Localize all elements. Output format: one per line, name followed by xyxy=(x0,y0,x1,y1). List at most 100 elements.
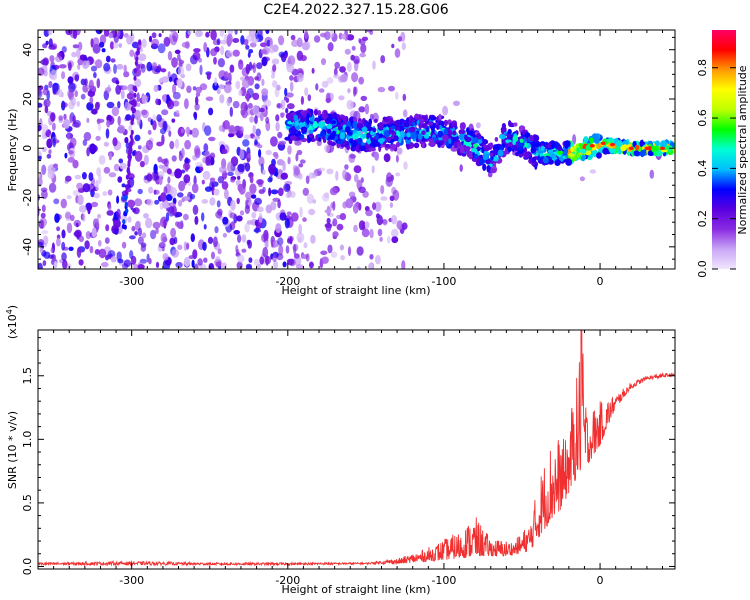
spectrogram-cell xyxy=(443,128,448,136)
spectrogram-cell xyxy=(388,127,392,135)
spectrogram-cell xyxy=(137,188,143,195)
spectrogram-cell xyxy=(232,38,240,43)
spectrogram-cell xyxy=(417,133,423,140)
spectrogram-cell xyxy=(202,241,207,251)
spectrogram-cell xyxy=(206,47,210,58)
spectrogram-cell xyxy=(126,174,130,180)
spectrogram-cell xyxy=(127,162,131,168)
spectrogram-cell xyxy=(293,114,298,122)
spectrogram-cell xyxy=(375,254,381,265)
spectrogram-cell xyxy=(128,124,133,132)
spectrogram-cell xyxy=(330,120,337,124)
spectrogram-cell xyxy=(72,30,78,39)
spectrogram-cell xyxy=(145,139,153,151)
spectrogram-cell xyxy=(570,141,574,147)
spectrogram-cell xyxy=(105,55,111,63)
spectrogram-cell xyxy=(537,155,541,162)
spectrogram-cell xyxy=(161,76,170,83)
spectrogram-cell xyxy=(49,55,55,63)
spectrogram-cell xyxy=(129,235,136,240)
spectrogram-cell xyxy=(126,168,130,174)
spectrogram-cell xyxy=(280,172,288,180)
spectrogram-cell xyxy=(237,183,243,192)
spectrogram-cell xyxy=(96,118,101,125)
spectrogram-cell xyxy=(333,67,338,77)
spectrogram-cell xyxy=(102,191,108,197)
spectrogram-cell xyxy=(628,146,634,151)
spectrogram-cell xyxy=(92,43,101,54)
spectrogram-cell xyxy=(241,234,247,243)
spectrogram-cell xyxy=(229,106,233,117)
spectrogram-cell xyxy=(442,134,449,142)
spectrogram-cell xyxy=(209,177,216,183)
spectrogram-cell xyxy=(187,181,192,186)
spectrogram-cell xyxy=(217,208,223,216)
spectrogram-cell xyxy=(46,153,52,159)
spectrogram-cell xyxy=(298,163,304,168)
spectrogram-cell xyxy=(174,138,180,149)
spectrogram-cell xyxy=(85,231,92,240)
spectrogram-cell xyxy=(470,147,478,153)
spectrogram-cell xyxy=(217,176,225,184)
spectrogram-cell xyxy=(103,90,110,101)
x-tick-label: -200 xyxy=(275,574,300,587)
snr-y-ticks: 0.0 0.5 1.0 1.5 xyxy=(21,337,675,575)
spectrogram-cell xyxy=(117,101,121,109)
spectrogram-cell xyxy=(219,166,227,174)
spectrogram-cell xyxy=(328,140,333,146)
y-tick-label: 40 xyxy=(21,43,34,57)
spectrogram-cell xyxy=(402,93,407,101)
spectrogram-cell xyxy=(375,213,381,219)
spectrogram-cell xyxy=(119,162,127,170)
spectrogram-cell xyxy=(167,176,171,184)
spectrogram-cell xyxy=(184,98,189,110)
spectrogram-cell xyxy=(383,153,391,163)
spectrogram-cell xyxy=(459,145,465,154)
spectrogram-cell xyxy=(167,50,173,61)
spectrogram-cell xyxy=(216,88,221,95)
spectrogram-cell xyxy=(286,63,295,73)
spectrogram-cell xyxy=(157,171,165,178)
spectrogram-cell xyxy=(551,153,556,159)
spectrogram-cell xyxy=(222,232,228,238)
spectrogram-cell xyxy=(304,87,309,97)
spectrogram-cell xyxy=(456,141,462,148)
spectrogram-cell xyxy=(464,146,471,151)
spectrogram-cell xyxy=(107,250,116,259)
spectrogram-cell xyxy=(308,208,316,216)
spectrogram-cell xyxy=(319,32,327,38)
spectrogram-cell xyxy=(151,62,158,70)
spectrogram-cell xyxy=(187,30,192,36)
snr-series xyxy=(38,330,675,567)
spectrogram-cell xyxy=(131,116,135,123)
spectrogram-cell xyxy=(227,171,234,177)
spectrogram-cell xyxy=(372,202,377,211)
spectrogram-cell xyxy=(192,204,199,215)
spectrogram-cell xyxy=(329,30,335,38)
spectrogram-cell xyxy=(397,36,402,42)
spectrogram-cell xyxy=(91,201,99,208)
spectrogram-cell xyxy=(116,251,122,261)
spectrogram-cell xyxy=(238,89,243,97)
spectrogram-cell xyxy=(185,126,191,134)
spectrogram-cell xyxy=(345,198,354,209)
spectrogram-cell xyxy=(241,78,250,89)
spectrogram-cell xyxy=(39,247,44,254)
spectrogram-cell xyxy=(268,163,277,175)
spectrogram-cell xyxy=(69,113,73,124)
spectrogram-cell xyxy=(141,38,147,48)
spectrogram-cell xyxy=(222,216,229,225)
spectrogram-cell xyxy=(585,150,592,156)
spectrogram-cell xyxy=(512,139,516,146)
spectrogram-cell xyxy=(206,72,211,80)
spectrogram-cell xyxy=(194,263,199,269)
spectrogram-cell xyxy=(303,242,308,249)
spectrogram-cell xyxy=(128,144,132,150)
spectrogram-cell xyxy=(616,140,623,148)
spectrogram-cell xyxy=(377,228,383,237)
spectrogram-cell xyxy=(492,156,499,162)
spectrogram-cell xyxy=(174,168,183,179)
spectrogram-cell xyxy=(53,198,60,205)
spectrogram-cell xyxy=(72,190,80,196)
spectrogram-cell xyxy=(159,216,168,228)
